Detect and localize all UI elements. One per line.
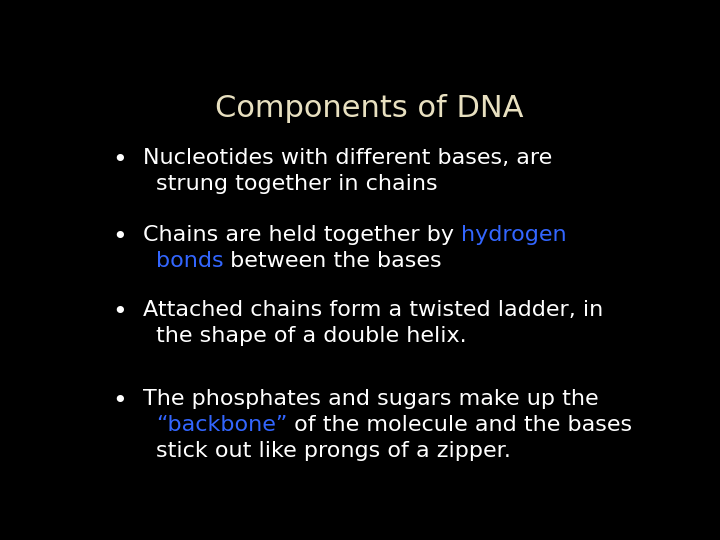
- Text: hydrogen: hydrogen: [461, 225, 567, 245]
- Text: •: •: [112, 389, 127, 413]
- Text: Attached chains form a twisted ladder, in: Attached chains form a twisted ladder, i…: [143, 300, 603, 320]
- Text: •: •: [112, 300, 127, 323]
- Text: The phosphates and sugars make up the: The phosphates and sugars make up the: [143, 389, 598, 409]
- Text: •: •: [112, 225, 127, 249]
- Text: “backbone”: “backbone”: [156, 415, 287, 435]
- Text: Components of DNA: Components of DNA: [215, 94, 523, 123]
- Text: bonds: bonds: [156, 251, 223, 271]
- Text: between the bases: between the bases: [223, 251, 442, 271]
- Text: strung together in chains: strung together in chains: [156, 174, 438, 194]
- Text: Nucleotides with different bases, are: Nucleotides with different bases, are: [143, 148, 552, 168]
- Text: the shape of a double helix.: the shape of a double helix.: [156, 326, 467, 346]
- Text: Chains are held together by: Chains are held together by: [143, 225, 461, 245]
- Text: of the molecule and the bases: of the molecule and the bases: [287, 415, 632, 435]
- Text: •: •: [112, 148, 127, 172]
- Text: stick out like prongs of a zipper.: stick out like prongs of a zipper.: [156, 441, 510, 461]
